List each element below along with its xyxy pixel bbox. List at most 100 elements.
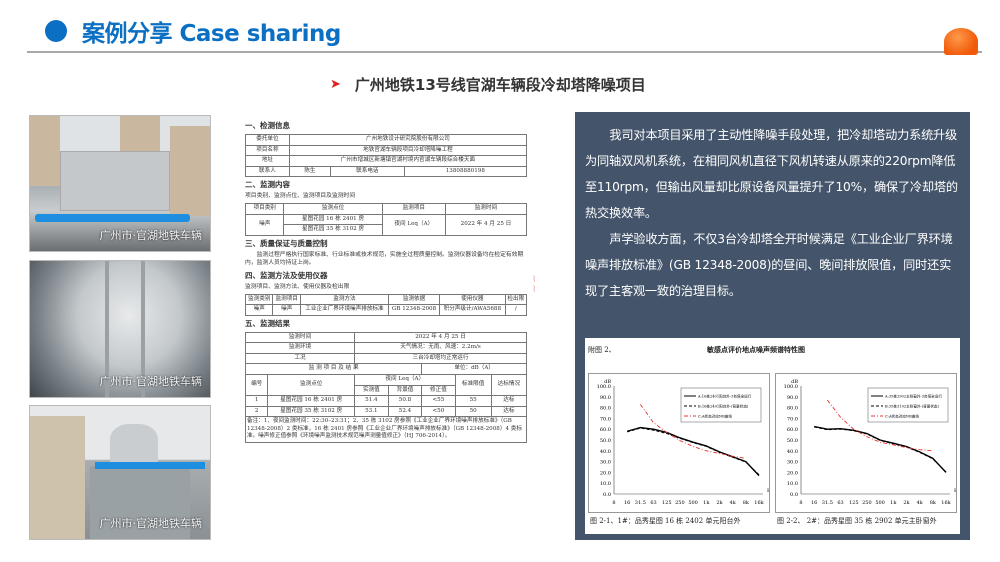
safety-helmet-icon [944,28,978,55]
section-heading: 五、监测结果 [245,318,290,328]
y-tick-label: 90.0 [787,395,798,401]
cell: 工况 [244,352,356,365]
y-tick-label: 40.0 [787,449,798,455]
chart-caption: 图 2-2、 2#：品秀星图 35 栋 2902 单元主卧窗外 [777,517,937,525]
header-divider [27,51,982,53]
section-note: 监测项目、监测方法、使用仪器及检出限 [245,283,350,290]
y-tick-label: 10.0 [787,481,798,487]
y-tick-label: 30.0 [600,460,611,466]
cell: 陈生 [288,165,332,178]
section-paragraph: 监测过程严格执行国家标准、行业标准或技术规范，实施全过程质量控制。监测仪器设备均… [245,252,524,266]
series-line-a [814,425,947,473]
cell: 监测环境 [244,342,356,354]
y-tick-label: 100.0 [597,384,611,390]
cell: 广州市增城区新塘镇官湖村境内官湖车辆段综合楼天面 [288,155,528,167]
legend-entry: C:A状态对应NR曲线 [885,414,919,419]
cell: 监测方法 [299,293,389,306]
cell: 2022 年 4 月 25 日 [444,213,528,236]
table-row: 1 星图花园 16 栋 2401 房 51.4 50.8 <55 55 达标 [244,395,528,407]
x-tick-label: 8k [743,500,750,506]
cell: 三台冷却塔均正常运行 [354,352,527,365]
photo-cooling-towers: 广州市·官湖地铁车辆 [29,115,211,252]
y-tick-label: 60.0 [787,427,798,433]
description-paragraph: 我司对本项目采用了主动性降噪手段处理，把冷却塔动力系统升级为同轴双风机系统，在相… [585,128,958,220]
cell: 夜间 Leq（A） [354,374,456,386]
arrow-bullet-icon: ➤ [330,77,341,92]
x-tick-label: 31.5 [635,500,646,506]
x-tick-label: 31.5 [822,500,833,506]
y-tick-label: 0.0 [790,492,798,498]
cell: 50.8 [387,395,423,407]
cell: 监 测 项 目 及 结 果 [244,363,423,375]
cell: / [504,304,528,316]
cell: 夜间 Leq（A） [381,213,446,236]
cell: 监测点位 [283,203,383,215]
photo-fan-interior: 广州市·官湖地铁车辆 [29,260,211,398]
cell: 工业企业厂界环境噪声排放标准 [299,304,389,316]
y-axis-label: dB [791,379,798,385]
y-tick-label: 40.0 [600,449,611,455]
cell: 达标情况 [490,373,528,397]
series-line-c [639,404,746,459]
series-line-b [627,427,760,475]
photo-cooling-tower-unit: 广州市·官湖地铁车辆 [29,405,211,540]
cell: 监测项目 [272,293,301,306]
y-tick-label: 30.0 [787,460,798,466]
figure-title: 敏感点评价地点噪声频谱特性图 [707,345,805,354]
x-axis-label: Hz [767,488,769,494]
cell: 使用仪器 [439,293,506,306]
cell: 1 [244,395,269,407]
y-tick-label: 20.0 [787,470,798,476]
spectrum-chart-2: dB Hz 0.0 10.0 20.0 30.0 40.0 50.0 60.0 70.0 80.0 9… [784,379,962,506]
cell: 实测值 [354,384,389,397]
cell: 单位：dB（A） [421,363,527,375]
cell: 52.4 [387,405,423,418]
x-tick-label: 8 [612,500,615,506]
cell: 地铁官湖车辆段项目冷却塔降噪工程 [288,144,528,157]
photo-watermark: 广州市·官湖地铁车辆 [99,517,203,530]
legend-entry: B:16栋2401阳台外-(背景状态) [698,404,749,409]
cell: GB 12348-2008 [387,304,441,316]
cell: 背景值 [387,384,423,397]
cell: 星图花园 16 栋 2401 房 [267,395,356,407]
x-tick-label: 2k [903,500,910,506]
legend-entry: A:35栋2902主卧窗外-3台塔全运行 [884,394,942,399]
x-tick-label: 2k [716,500,723,506]
cell: 监测项目 [381,203,446,215]
cell: 星图花园 16 栋 2401 房 [283,213,383,226]
spectrum-chart-1: dB Hz 0.0 10.0 20.0 30.0 40.0 50.0 60.0 70.0 80.0 9… [597,379,775,506]
cell: 项目类别 [244,203,285,215]
y-tick-label: 50.0 [787,438,798,444]
method-table: 监测类别 监测项目 监测方法 监测依据 使用仪器 检出限 噪声 噪声 工业企业厂界环境噪声排放… [244,293,528,316]
results-table: 监测时间 2022 年 4 月 25 日 监测环境 天气情况：无雨、风速：2.2m/… [244,331,528,443]
cell: 噪声 [272,304,301,316]
cell: <55 [421,395,456,407]
series-line-b [814,426,947,473]
header-bullet-icon [45,20,67,42]
cell: <50 [421,405,456,418]
cell: 2022 年 4 月 25 日 [354,331,527,344]
y-tick-label: 60.0 [600,427,611,433]
y-tick-label: 70.0 [600,416,611,422]
section-note: 项目类别、监测点位、监测项目及监测时间 [245,193,356,200]
project-title-text: 广州地铁13号线官湖车辆段冷却塔降噪项目 [354,76,646,94]
legend-entry: B:35栋3102主卧窗外-(背景状态) [885,404,940,409]
x-tick-label: 125 [849,500,859,506]
table-row: 2 星图花园 35 栋 3102 房 53.1 52.4 <50 50 达标 [244,405,528,418]
y-tick-label: 0.0 [603,492,611,498]
cell: 联系电话 [330,165,405,178]
cell: 积分声级计/AWA5688 [439,304,506,316]
monitoring-report: 一、检测信息 委托单位 广州地铁设计研究院股份有限公司 项目名称 地铁官湖车辆段项目… [244,118,528,445]
cell: 监测时间 [444,203,528,215]
y-axis-label: dB [604,379,611,385]
x-tick-label: 16k [941,500,951,506]
section-heading: 一、检测信息 [245,121,290,130]
x-tick-label: 125 [662,500,672,506]
description-paragraph: 声学验收方面，不仅3台冷却塔全开时候满足《工业企业厂界环境噪声排放标准》(GB … [585,232,953,298]
y-tick-label: 70.0 [787,416,798,422]
cell: 监测点位 [267,373,356,397]
cell: 委托单位 [245,134,290,146]
x-tick-label: 16 [811,500,817,506]
x-tick-label: 16 [624,500,630,506]
section-heading: 三、质量保证与质量控制 [245,238,328,248]
